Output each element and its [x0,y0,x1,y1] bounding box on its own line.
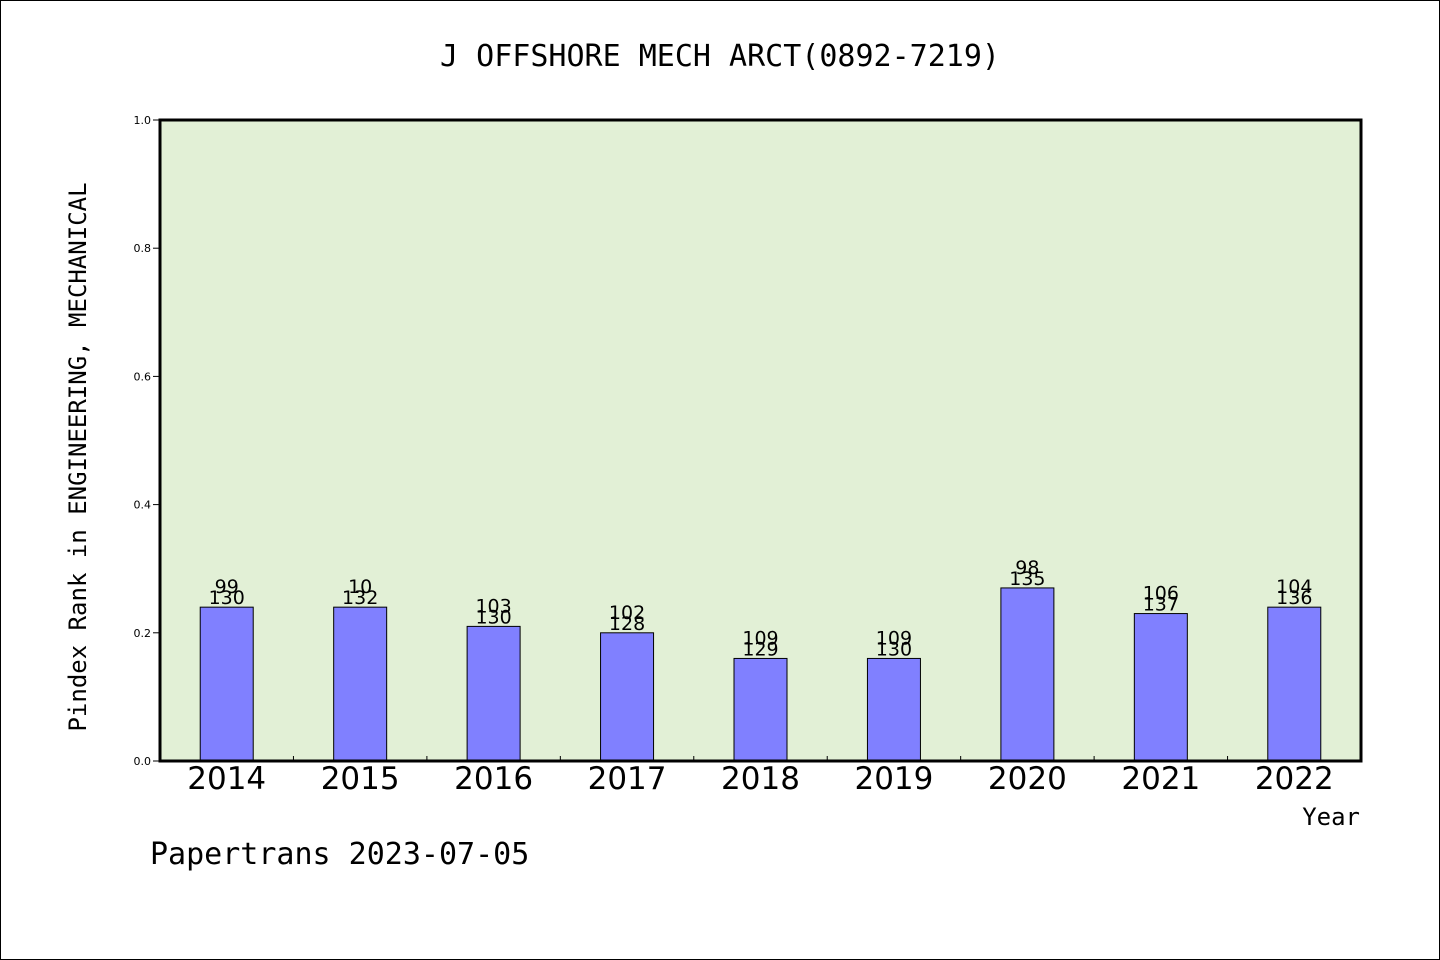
bar-total-label: 130 [475,606,511,628]
x-axis: 2014 2015 2016 2017 2018 2019 2020 2021 2022 [187,756,1334,797]
x-axis-label: Year [1302,803,1360,831]
bar-rank-label: 102 [609,602,645,624]
y-tick-label: 0.2 [134,627,152,640]
x-tick-label: 2020 [988,761,1067,797]
bar [1267,606,1322,762]
bar-rank-label: 109 [742,627,778,649]
x-tick-label: 2021 [1121,761,1200,797]
x-tick-label: 2015 [321,761,400,797]
bar [866,657,921,762]
bar-rank-label: 98 [1015,557,1039,579]
bar-rank-label: 10 [348,576,372,598]
y-tick-label: 1.0 [134,114,152,127]
bar [1000,587,1055,762]
bar-total-label: 132 [342,587,378,609]
bar-total-label: 130 [876,638,912,660]
bar [1133,613,1188,762]
bar-rank-label: 104 [1276,576,1312,598]
y-tick-label: 0.6 [134,370,152,383]
y-axis: 0.0 0.2 0.4 0.6 0.8 1.0 [134,114,160,768]
x-tick-label: 2018 [721,761,800,797]
bar-total-label: 129 [742,638,778,660]
bar-total-label: 130 [209,587,245,609]
y-tick-label: 0.4 [134,499,152,512]
bar-rank-label: 109 [876,627,912,649]
x-tick-label: 2017 [588,761,667,797]
bar [199,606,254,762]
bar-rank-label: 103 [475,595,511,617]
chart-title: J OFFSHORE MECH ARCT(0892-7219) [440,39,1000,74]
y-tick-label: 0.8 [134,242,152,255]
x-tick-label: 2016 [454,761,533,797]
x-tick-label: 2014 [187,761,266,797]
footer-credit: Papertrans 2023-07-05 [150,837,529,872]
bar [333,606,388,762]
bar-rank-label: 99 [215,576,239,598]
y-tick-label: 0.0 [134,755,152,768]
x-tick-label: 2022 [1255,761,1334,797]
bar [733,657,788,762]
x-tick-label: 2019 [854,761,933,797]
bar-total-label: 128 [609,613,645,635]
bar-rank-label: 106 [1143,583,1179,605]
bar-series [199,587,1322,762]
bar-total-label: 137 [1143,594,1179,616]
bar [600,632,655,762]
y-axis-label: Pindex Rank in ENGINEERING, MECHANICAL [64,182,92,731]
bar [466,625,521,762]
bar-total-label: 136 [1276,587,1312,609]
bar-total-label: 135 [1009,568,1045,590]
plot-border [158,118,1363,763]
